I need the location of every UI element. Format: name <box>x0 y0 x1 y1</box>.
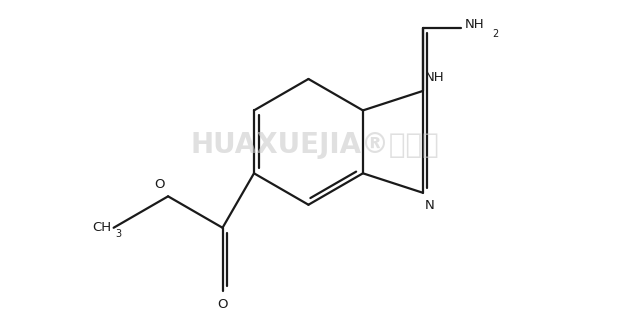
Text: N: N <box>425 199 435 212</box>
Text: NH: NH <box>425 71 445 84</box>
Text: HUAXUEJIA®化学加: HUAXUEJIA®化学加 <box>190 132 439 159</box>
Text: CH: CH <box>92 221 111 234</box>
Text: O: O <box>154 179 164 191</box>
Text: 3: 3 <box>115 229 121 239</box>
Text: O: O <box>217 298 228 311</box>
Text: 2: 2 <box>493 29 499 39</box>
Text: NH: NH <box>465 18 485 31</box>
